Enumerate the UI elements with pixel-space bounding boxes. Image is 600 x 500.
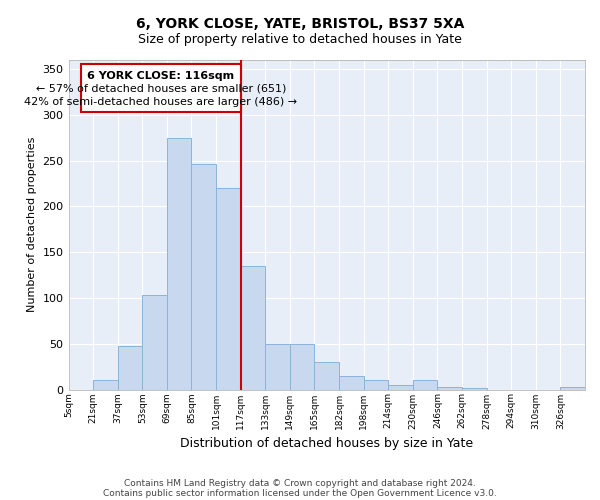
Y-axis label: Number of detached properties: Number of detached properties [27,137,37,312]
Text: 42% of semi-detached houses are larger (486) →: 42% of semi-detached houses are larger (… [24,96,298,106]
Bar [560,387,585,390]
Bar [388,385,413,390]
Text: Contains HM Land Registry data © Crown copyright and database right 2024.: Contains HM Land Registry data © Crown c… [124,478,476,488]
Text: 6 YORK CLOSE: 116sqm: 6 YORK CLOSE: 116sqm [87,71,235,81]
Bar [191,164,216,390]
Bar [290,344,314,390]
Bar [118,346,142,390]
Bar [241,266,265,390]
Bar [216,188,241,390]
Bar [413,380,437,390]
Bar [314,362,339,390]
Bar [93,380,118,390]
Bar [437,387,462,390]
FancyBboxPatch shape [81,64,241,112]
Bar [339,376,364,390]
Bar [167,138,191,390]
Bar [142,295,167,390]
Text: Size of property relative to detached houses in Yate: Size of property relative to detached ho… [138,32,462,46]
X-axis label: Distribution of detached houses by size in Yate: Distribution of detached houses by size … [180,437,473,450]
Bar [265,344,290,390]
Text: Contains public sector information licensed under the Open Government Licence v3: Contains public sector information licen… [103,488,497,498]
Text: ← 57% of detached houses are smaller (651): ← 57% of detached houses are smaller (65… [35,84,286,94]
Text: 6, YORK CLOSE, YATE, BRISTOL, BS37 5XA: 6, YORK CLOSE, YATE, BRISTOL, BS37 5XA [136,18,464,32]
Bar [462,388,487,390]
Bar [364,380,388,390]
